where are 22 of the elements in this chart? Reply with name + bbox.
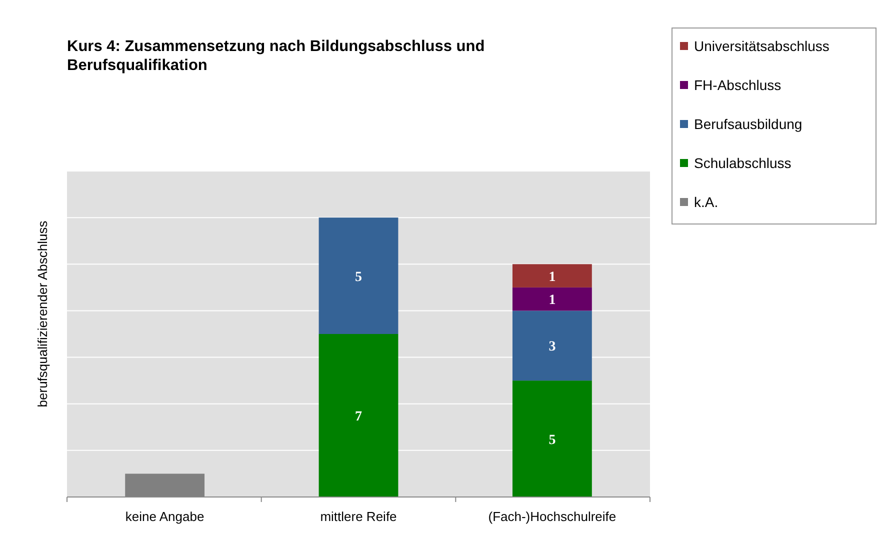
data-label: 7: [355, 410, 362, 424]
x-tick-label: (Fach-)Hochschulreife: [488, 509, 616, 524]
bar: [512, 264, 592, 288]
legend-label: Berufsausbildung: [694, 116, 802, 132]
bar: [512, 287, 592, 311]
x-tick-label: mittlere Reife: [320, 509, 397, 524]
legend-label: k.A.: [694, 194, 718, 210]
bar: [318, 334, 398, 497]
data-label: 1: [548, 270, 556, 285]
data-label: 5: [548, 432, 556, 448]
bar: [512, 310, 592, 381]
y-axis-title: berufsqualifizierender Abschluss: [35, 220, 50, 408]
bar: [512, 380, 592, 497]
legend-label: Schulabschluss: [694, 155, 792, 171]
data-label: 5: [355, 270, 362, 285]
x-tick-label: keine Angabe: [125, 509, 204, 524]
chart-title: Kurs 4: Zusammensetzung nach Bildungsabschluss und Berufsqualifikation: [67, 38, 485, 74]
legend-label: FH-Abschluss: [694, 77, 782, 93]
bar: [318, 218, 398, 334]
data-label: 3: [548, 340, 556, 355]
legend-label: Universitätsabschluss: [694, 38, 830, 54]
data-label: 1: [548, 293, 556, 308]
